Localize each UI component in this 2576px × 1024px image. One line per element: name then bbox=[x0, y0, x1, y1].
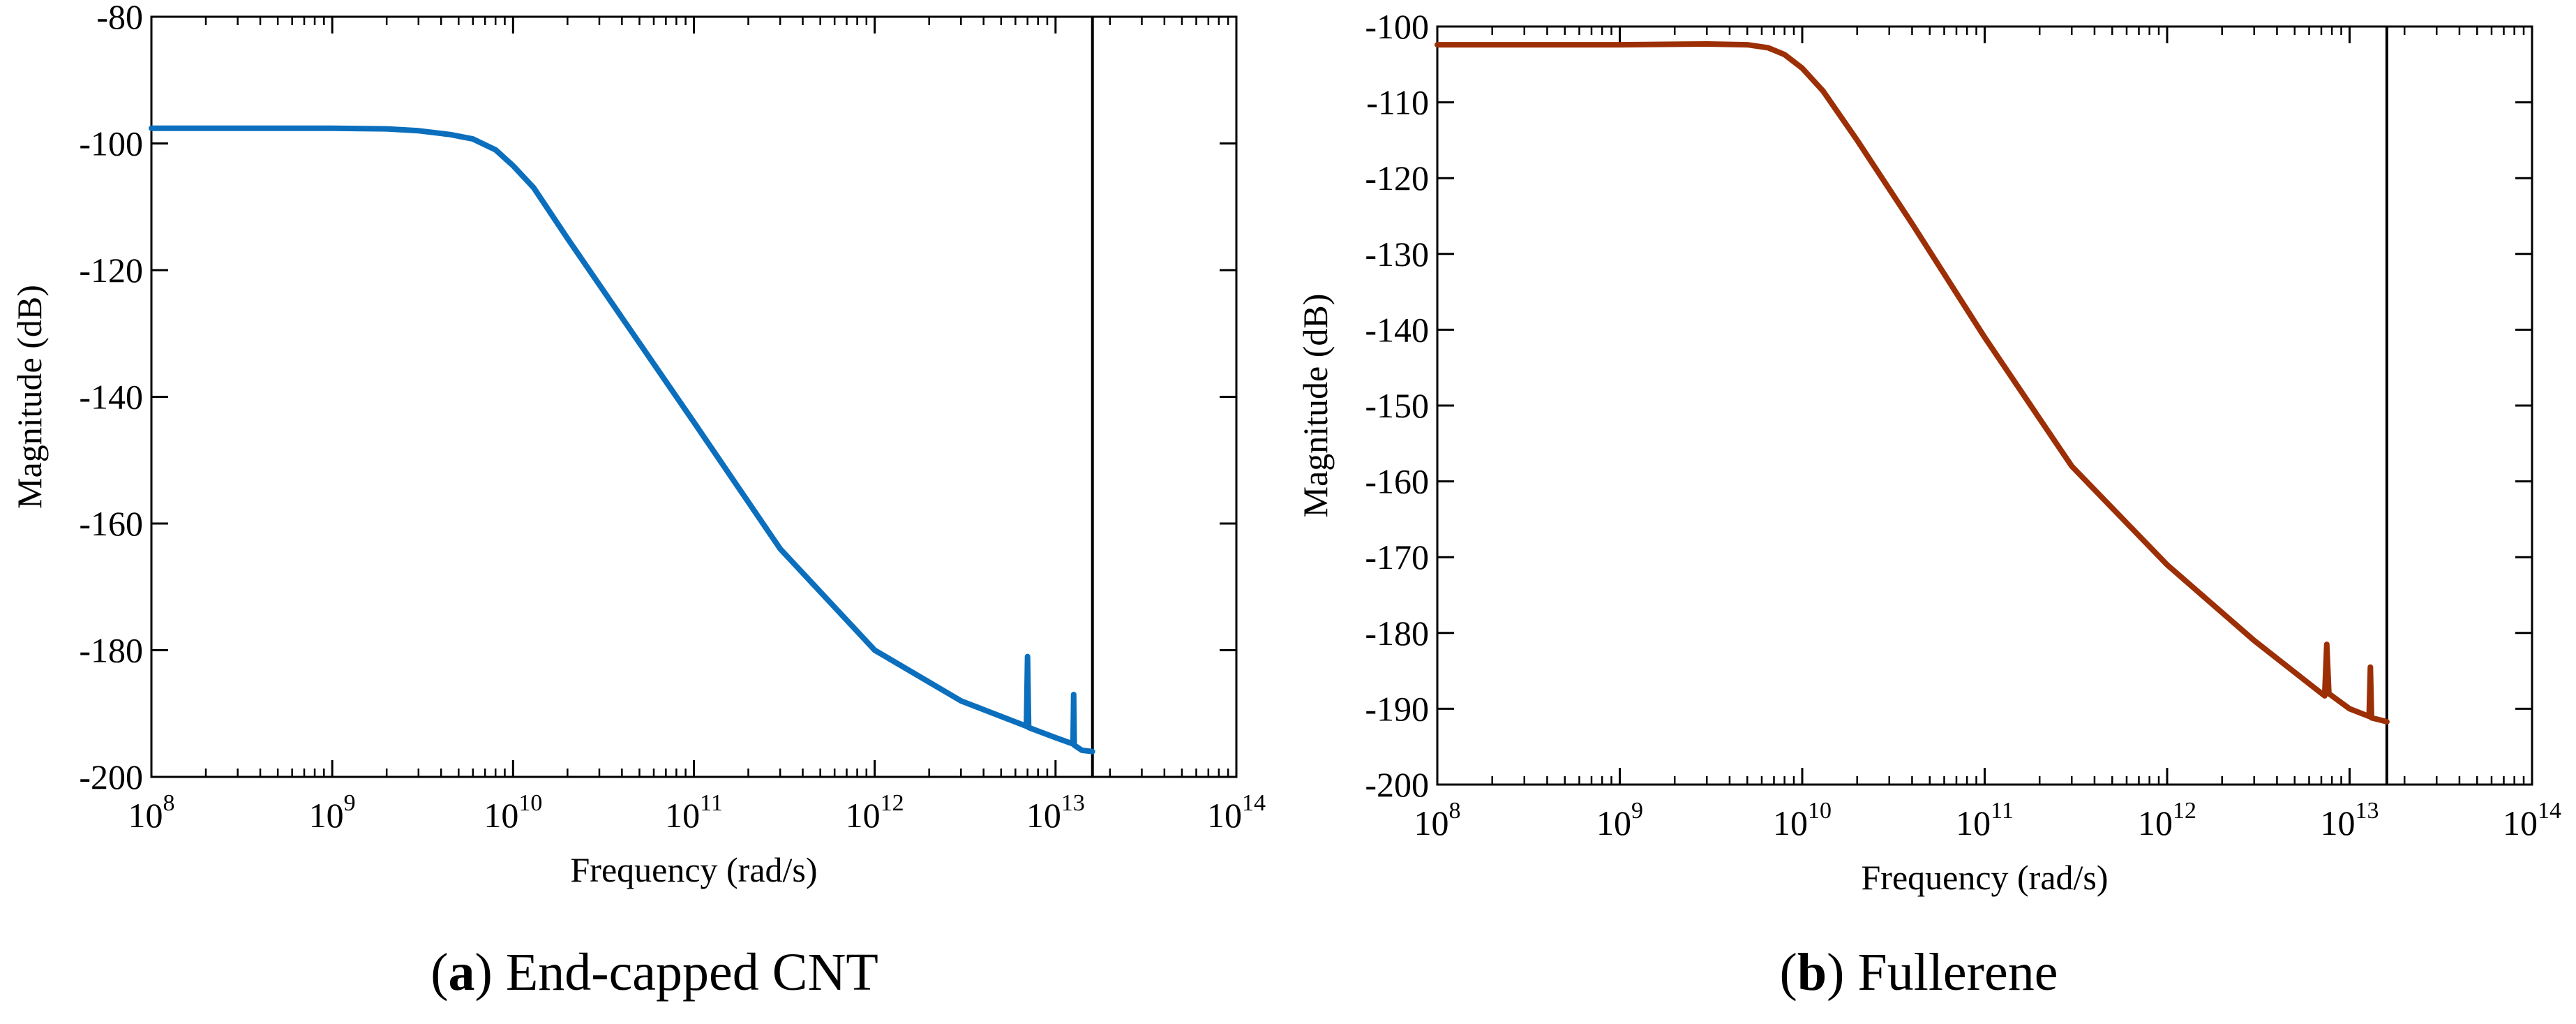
chart-a-x-tick-label-base: 10 bbox=[484, 796, 518, 835]
chart-a-x-tick-label-base: 10 bbox=[1026, 796, 1061, 835]
chart-b-x-tick-label: 1011 bbox=[1956, 798, 2014, 843]
chart-b-x-tick-label-base: 10 bbox=[2321, 803, 2356, 843]
chart-b-x-tick-label-exponent: 9 bbox=[1631, 798, 1643, 824]
chart-b-x-tick-label-base: 10 bbox=[2503, 803, 2538, 843]
chart-a-x-tick-label-exponent: 8 bbox=[163, 790, 175, 816]
chart-a-x-tick-label-exponent: 14 bbox=[1242, 790, 1266, 816]
chart-b-x-tick-label: 1012 bbox=[2138, 798, 2196, 843]
chart-a-x-tick-label-exponent: 9 bbox=[344, 790, 356, 816]
chart-a-y-axis-label: Magnitude (dB) bbox=[10, 285, 49, 509]
chart-a-x-tick-label: 109 bbox=[309, 790, 356, 835]
chart-b-x-tick-label-exponent: 12 bbox=[2173, 798, 2196, 824]
chart-a-y-tick-label: -100 bbox=[79, 124, 143, 163]
chart-b-x-tick-label-exponent: 8 bbox=[1449, 798, 1461, 824]
chart-b-y-tick-label: -140 bbox=[1365, 310, 1429, 349]
caption-a: (a) End-capped CNT bbox=[430, 943, 878, 1002]
panel-a-chart: 108 109 1010 1011 1012 1013 1014-80-100-120-14… bbox=[10, 0, 1266, 889]
chart-b-y-tick-label: -180 bbox=[1365, 614, 1429, 653]
chart-a-y-tick-label: -120 bbox=[79, 251, 143, 290]
chart-b-y-tick-label: -100 bbox=[1365, 7, 1429, 46]
chart-a-x-tick-label: 1012 bbox=[846, 790, 904, 835]
chart-b-x-tick-label-base: 10 bbox=[1414, 803, 1449, 843]
chart-b-y-tick-label: -130 bbox=[1365, 235, 1429, 274]
chart-b-x-tick-label-base: 10 bbox=[2138, 803, 2173, 843]
chart-a-x-tick-label-exponent: 13 bbox=[1061, 790, 1085, 816]
chart-a-x-tick-label-exponent: 11 bbox=[700, 790, 723, 816]
chart-a-y-tick-label: -140 bbox=[79, 378, 143, 417]
chart-b-x-tick-label: 109 bbox=[1596, 798, 1643, 843]
panel-b-chart: 108 109 1010 1011 1012 1013 1014-100-110-120-1… bbox=[1296, 7, 2561, 897]
chart-b-x-tick-label-exponent: 13 bbox=[2356, 798, 2379, 824]
chart-a-x-tick-label: 1011 bbox=[665, 790, 723, 835]
chart-b-y-tick-label: -170 bbox=[1365, 537, 1429, 577]
chart-b-y-axis-label: Magnitude (dB) bbox=[1296, 294, 1335, 518]
chart-a-x-tick-label-base: 10 bbox=[1207, 796, 1242, 835]
chart-b-x-tick-label-base: 10 bbox=[1773, 803, 1808, 843]
chart-b-x-tick-label: 108 bbox=[1414, 798, 1461, 843]
chart-a-y-tick-label: -160 bbox=[79, 504, 143, 543]
chart-b-x-tick-label: 1010 bbox=[1773, 798, 1832, 843]
chart-b-x-axis-label: Frequency (rad/s) bbox=[1861, 858, 2108, 897]
caption-b-label: b bbox=[1797, 943, 1827, 1002]
chart-b-y-tick-label: -200 bbox=[1365, 765, 1429, 804]
chart-a-x-tick-label-exponent: 10 bbox=[518, 790, 542, 816]
chart-a-y-tick-label: -180 bbox=[79, 631, 143, 670]
chart-a-x-tick-label: 1013 bbox=[1026, 790, 1085, 835]
caption-a-label: a bbox=[448, 943, 475, 1002]
chart-a-x-axis-label: Frequency (rad/s) bbox=[570, 850, 817, 889]
chart-b-y-tick-label: -190 bbox=[1365, 689, 1429, 728]
chart-b-y-tick-label: -150 bbox=[1365, 386, 1429, 425]
chart-b-y-tick-label: -120 bbox=[1365, 158, 1429, 198]
chart-a-series-line bbox=[149, 125, 1095, 755]
chart-b-x-tick-label-exponent: 14 bbox=[2538, 798, 2561, 824]
caption-b-text: Fullerene bbox=[1857, 943, 2058, 1002]
chart-b-x-tick-label-base: 10 bbox=[1596, 803, 1631, 843]
chart-b-x-tick-label: 1013 bbox=[2321, 798, 2379, 843]
chart-a-x-tick-label: 1010 bbox=[484, 790, 542, 835]
chart-b-y-tick-label: -160 bbox=[1365, 462, 1429, 501]
chart-b-x-tick-label-exponent: 10 bbox=[1808, 798, 1832, 824]
chart-a-x-tick-label: 1014 bbox=[1207, 790, 1266, 835]
chart-a-y-tick-label: -80 bbox=[96, 0, 143, 36]
chart-b-x-tick-label-exponent: 11 bbox=[1991, 798, 2014, 824]
chart-a-x-tick-label-exponent: 12 bbox=[881, 790, 904, 816]
chart-a-x-tick-label: 108 bbox=[128, 790, 175, 835]
chart-b-series-line bbox=[1435, 41, 2390, 725]
chart-b-x-tick-label: 1014 bbox=[2503, 798, 2561, 843]
chart-a-x-tick-label-base: 10 bbox=[665, 796, 700, 835]
chart-a-x-tick-label-base: 10 bbox=[128, 796, 163, 835]
chart-a-x-tick-label-base: 10 bbox=[309, 796, 344, 835]
chart-b-x-tick-label-base: 10 bbox=[1956, 803, 1991, 843]
caption-a-text: End-capped CNT bbox=[505, 943, 878, 1002]
caption-b: (b) Fullerene bbox=[1779, 943, 2058, 1002]
chart-a-y-tick-label: -200 bbox=[79, 757, 143, 796]
chart-b-y-tick-label: -110 bbox=[1366, 83, 1429, 122]
chart-a-x-tick-label-base: 10 bbox=[846, 796, 881, 835]
